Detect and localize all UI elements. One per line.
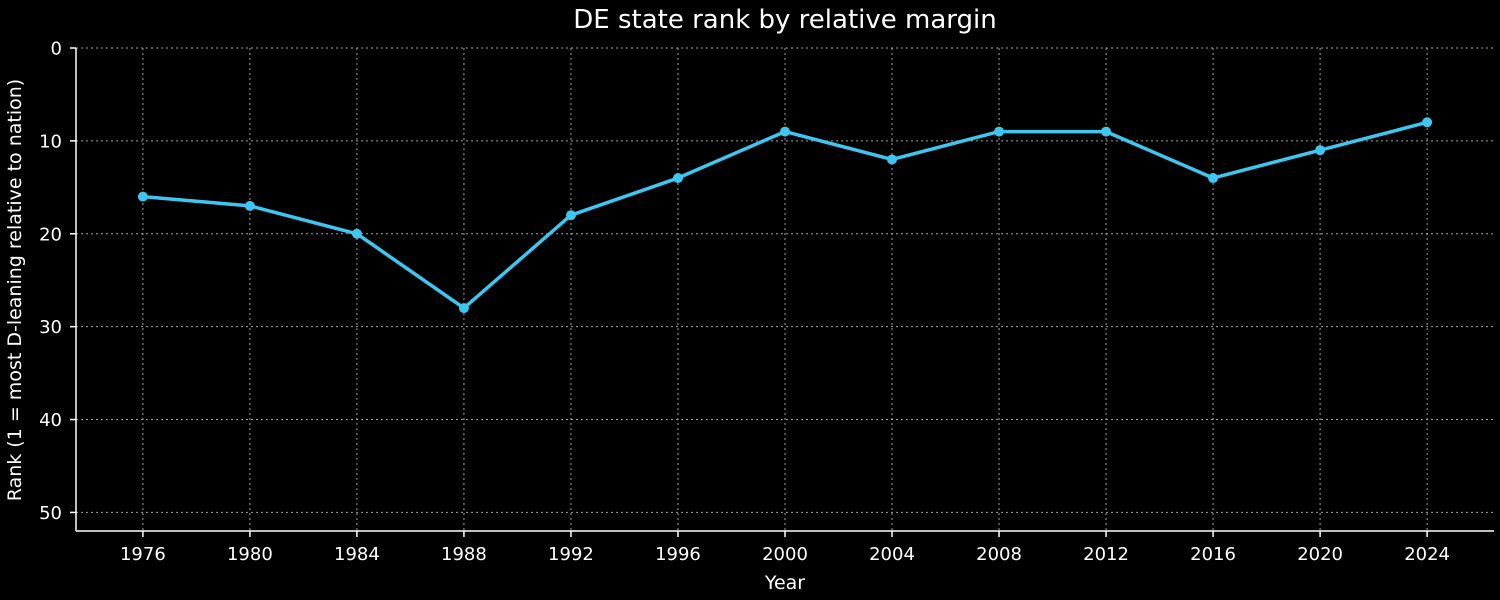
chart-title: DE state rank by relative margin [573, 5, 996, 35]
y-tick-label: 0 [51, 39, 62, 60]
data-point [565, 210, 576, 221]
data-point [994, 126, 1005, 137]
data-point [351, 228, 362, 239]
x-tick-label: 2012 [1083, 544, 1129, 565]
x-tick-label: 1988 [441, 544, 487, 565]
x-tick-label: 2008 [976, 544, 1022, 565]
y-tick-label: 30 [39, 317, 62, 338]
series [137, 117, 1433, 314]
data-point [1208, 173, 1219, 184]
x-tick-label: 1996 [655, 544, 701, 565]
x-tick-label: 1980 [227, 544, 273, 565]
data-point [1422, 117, 1433, 128]
grid [76, 47, 1494, 531]
x-tick-label: 2004 [869, 544, 915, 565]
x-axis-label: Year [764, 572, 805, 594]
data-point [1315, 145, 1326, 156]
x-tick-label: 2020 [1297, 544, 1343, 565]
x-tick-label: 1984 [334, 544, 380, 565]
x-axis-ticks: 1976 1980 1984 1988 1992 1996 2000 2004 2008 2012… [120, 531, 1450, 565]
data-point [672, 173, 683, 184]
data-point [887, 154, 898, 165]
y-tick-label: 50 [39, 503, 62, 524]
data-point [1101, 126, 1112, 137]
data-point [458, 303, 469, 314]
data-point [137, 191, 148, 202]
x-tick-label: 2000 [762, 544, 808, 565]
series-line [141, 120, 1429, 310]
data-point [780, 126, 790, 137]
y-tick-label: 10 [39, 131, 62, 152]
x-tick-label: 1992 [548, 544, 594, 565]
y-axis-label: Rank (1 = most D-leaning relative to nat… [4, 79, 26, 501]
y-axis-ticks: 0 10 20 30 40 50 [39, 39, 76, 524]
x-tick-label: 2016 [1190, 544, 1236, 565]
x-tick-label: 2024 [1404, 544, 1450, 565]
data-point [244, 200, 255, 211]
y-tick-label: 20 [39, 224, 62, 245]
y-tick-label: 40 [39, 410, 62, 431]
x-tick-label: 1976 [120, 544, 166, 565]
